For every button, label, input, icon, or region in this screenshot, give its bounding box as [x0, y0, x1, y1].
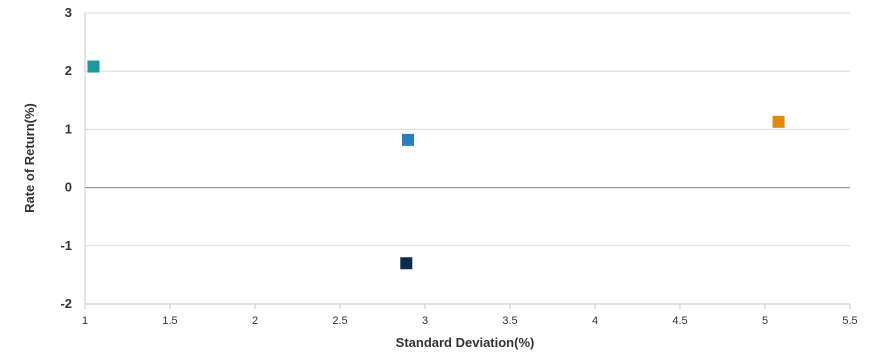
y-tick-label: 2	[65, 63, 72, 78]
y-tick-label: 1	[65, 121, 72, 136]
x-tick-labels: 1 1.5 2 2.5 3 3.5 4 4.5 5 5.5	[82, 315, 858, 327]
x-tick-label: 1	[82, 315, 88, 327]
x-tick-label: 2.5	[332, 315, 347, 327]
x-tick-label: 3.5	[502, 315, 517, 327]
x-tick-label: 5.5	[842, 315, 857, 327]
y-tick-label: -2	[60, 296, 72, 311]
y-tick-label: 0	[65, 180, 72, 195]
y-tick-label: -1	[60, 238, 72, 253]
y-tick-labels: 3 2 1 0 -1 -2	[60, 5, 72, 311]
x-tick-label: 5	[762, 315, 768, 327]
data-point	[402, 133, 414, 146]
x-tick-label: 2	[252, 315, 258, 327]
data-points	[87, 60, 785, 270]
axes	[84, 13, 851, 309]
y-axis-title: Rate of Return(%)	[22, 103, 37, 213]
grid-lines	[85, 12, 850, 305]
data-point	[400, 257, 413, 270]
x-tick-label: 4.5	[672, 315, 687, 327]
data-point	[87, 60, 100, 73]
x-tick-label: 3	[422, 315, 428, 327]
x-tick-label: 4	[592, 315, 598, 327]
x-axis-title: Standard Deviation(%)	[396, 335, 535, 350]
y-tick-label: 3	[65, 5, 72, 20]
data-point	[772, 115, 785, 128]
x-tick-label: 1.5	[162, 315, 177, 327]
